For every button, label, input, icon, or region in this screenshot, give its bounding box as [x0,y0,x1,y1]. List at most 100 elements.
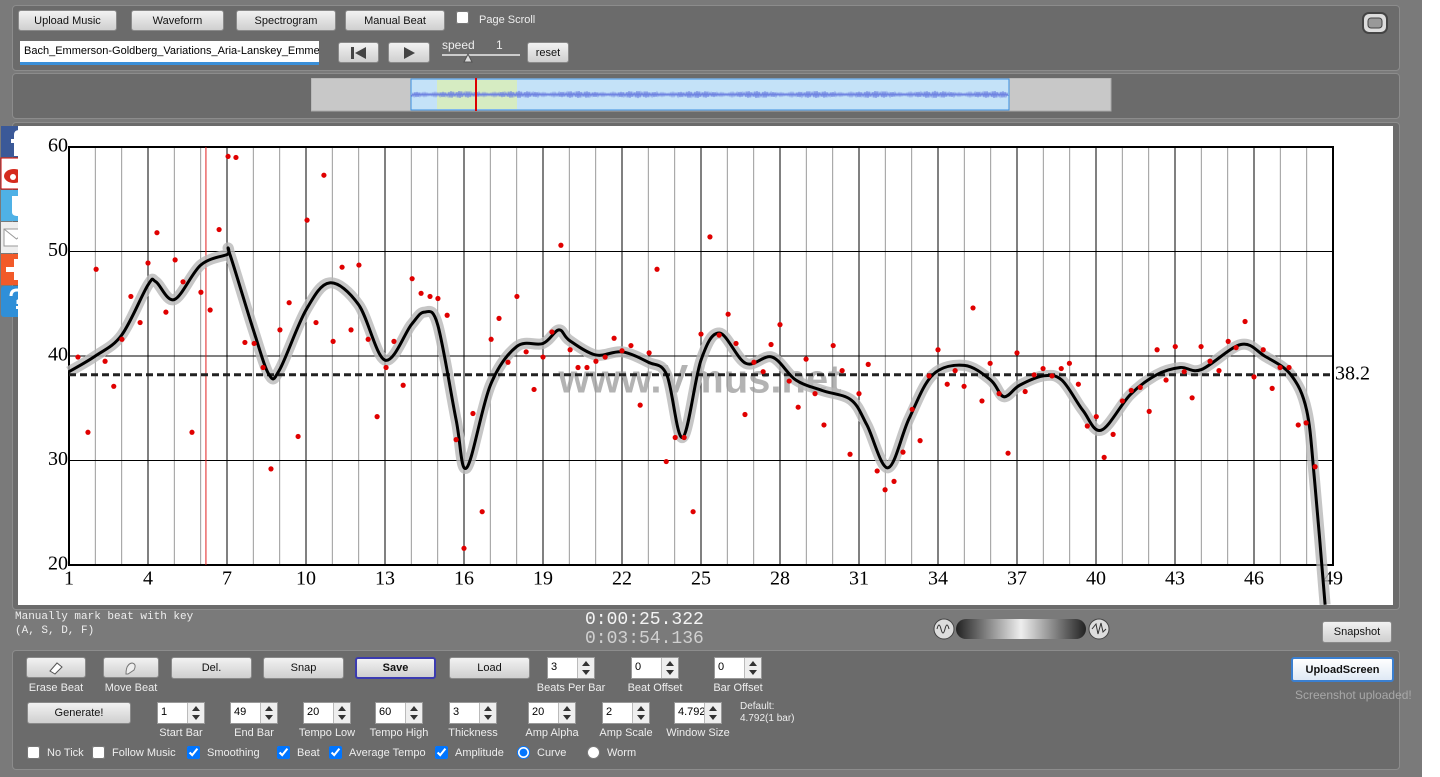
current-time: 0:00:25.322 [585,610,704,630]
play-button[interactable] [388,42,430,63]
beat-point [1242,318,1248,325]
beat-point [856,391,862,397]
spin-field[interactable]: 3 [449,702,497,724]
beat-point [286,300,292,306]
tool-button[interactable]: Snap [263,657,344,679]
icon-button-label: Move Beat [104,682,158,694]
spinner[interactable] [260,703,277,723]
beat-point [891,478,897,484]
beat-point [839,368,845,374]
settings-icon[interactable] [1361,11,1389,35]
x-tick-label: 22 [612,568,632,590]
toolbar-button[interactable]: Manual Beat [345,10,445,31]
beat-point [602,354,608,360]
file-name[interactable]: Bach_Emmerson-Goldberg_Variations_Aria-L… [20,41,319,65]
chart-background [18,126,1393,605]
option-checkbox[interactable] [27,746,40,759]
spin-field-label: Thickness [448,727,498,739]
toolbar-button[interactable]: Waveform [131,10,224,31]
beat-point [1058,365,1064,372]
snapshot-button[interactable]: Snapshot [1322,621,1392,643]
spin-field[interactable]: 60 [375,702,423,724]
spin-field[interactable]: 2 [602,702,650,724]
spinner[interactable] [405,703,422,723]
spin-field[interactable]: 3 [547,657,595,679]
generate-button[interactable]: Generate! [27,702,131,724]
x-tick-label: 46 [1244,568,1264,590]
spin-field[interactable]: 0 [631,657,679,679]
page-scroll-checkbox[interactable] [456,11,469,24]
spin-field[interactable]: 0 [714,657,762,679]
beat-point [900,449,906,455]
spin-field[interactable]: 4.792 [674,702,722,724]
option-checkbox[interactable] [277,746,290,759]
beat-point [847,451,853,457]
spin-field[interactable]: 20 [528,702,576,724]
tempo-curve [68,246,1327,605]
spinner[interactable] [744,658,761,678]
beat-point [295,433,301,440]
beat-point [1093,414,1099,420]
beat-point [145,260,151,266]
beat-point [575,364,581,371]
beat-point [172,257,178,263]
icon-button[interactable] [103,657,159,678]
beat-point [1128,387,1134,394]
beat-point [523,349,529,355]
spinner[interactable] [333,703,350,723]
beat-point [1277,364,1283,371]
beat-point [1269,385,1275,391]
spinner[interactable] [558,703,575,723]
option-checkbox[interactable] [187,746,200,759]
reset-button[interactable]: reset [527,42,569,63]
spinner[interactable] [187,703,204,723]
tool-button[interactable]: Load [449,657,530,679]
y-tick-label: 50 [48,239,68,261]
spin-field-label: Bar Offset [713,682,763,694]
beat-point [1119,398,1125,404]
toolbar-button[interactable]: Upload Music [18,10,117,31]
volume-slider[interactable] [933,617,1111,641]
spinner[interactable] [632,703,649,723]
speed-slider[interactable] [442,50,522,64]
rewind-button[interactable] [338,42,379,63]
option-radio[interactable] [587,746,600,759]
option-label: Beat [297,747,320,759]
beat-point [970,305,976,311]
spin-field[interactable]: 1 [157,702,205,724]
x-tick-label: 28 [770,568,790,590]
option-label: No Tick [47,747,84,759]
spinner[interactable] [479,703,496,723]
tool-button[interactable]: Save [355,657,436,679]
beat-point [189,429,195,435]
beat-point [1189,395,1195,401]
beat-point [926,373,932,379]
icon-button[interactable] [26,657,86,678]
y-tick-label: 30 [48,448,68,470]
beat-point [593,358,599,364]
default-note-value: 4.792(1 bar) [740,713,795,724]
beat-point [531,386,537,393]
speed-label: speed [442,38,475,52]
tool-button[interactable]: Del. [171,657,252,679]
spinner-arrows [410,706,418,720]
spin-field[interactable]: 20 [303,702,351,724]
spin-field-label: End Bar [234,727,274,739]
option-checkbox[interactable] [329,746,342,759]
toolbar-button[interactable]: Spectrogram [236,10,336,31]
spinner[interactable] [704,703,721,723]
upload-screen-button[interactable]: UploadScreen [1291,657,1394,682]
beat-point [488,336,494,342]
option-radio[interactable] [517,746,530,759]
beat-point [251,340,257,347]
option-checkbox[interactable] [435,746,448,759]
spin-field[interactable]: 49 [230,702,278,724]
spinner[interactable] [661,658,678,678]
spinner[interactable] [577,658,594,678]
spinner-arrows [637,706,645,720]
beat-point [698,331,704,337]
waveform-overview[interactable] [311,78,1112,112]
option-checkbox[interactable] [92,746,105,759]
x-tick-label: 37 [1007,568,1027,590]
x-tick-label: 34 [928,568,948,590]
